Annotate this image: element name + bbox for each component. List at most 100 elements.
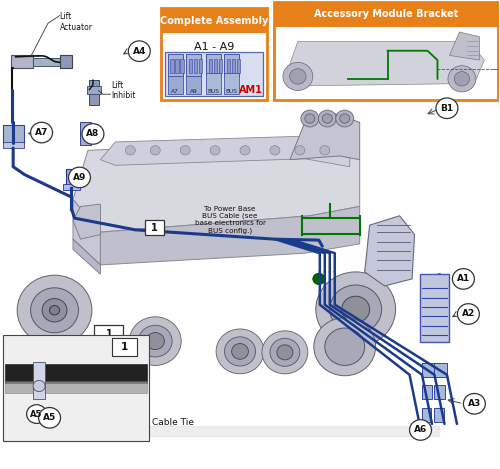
Polygon shape bbox=[364, 216, 414, 286]
Text: A7: A7 bbox=[35, 128, 48, 137]
Circle shape bbox=[336, 110, 353, 127]
Bar bbox=[422, 363, 434, 377]
Bar bbox=[224, 54, 239, 76]
Circle shape bbox=[318, 110, 336, 127]
Bar bbox=[5, 381, 147, 393]
Circle shape bbox=[464, 393, 485, 414]
Text: A1: A1 bbox=[457, 274, 470, 283]
Circle shape bbox=[38, 408, 60, 428]
Circle shape bbox=[452, 269, 474, 289]
Bar bbox=[218, 60, 222, 73]
Circle shape bbox=[126, 146, 136, 155]
Circle shape bbox=[82, 124, 104, 144]
Circle shape bbox=[316, 272, 396, 347]
Polygon shape bbox=[73, 204, 101, 239]
Bar bbox=[434, 408, 444, 423]
Bar bbox=[206, 54, 221, 76]
Circle shape bbox=[325, 328, 364, 365]
Bar bbox=[94, 325, 124, 343]
Bar bbox=[434, 363, 447, 377]
Circle shape bbox=[224, 337, 256, 366]
Circle shape bbox=[322, 114, 332, 123]
Circle shape bbox=[240, 146, 250, 155]
Circle shape bbox=[320, 146, 330, 155]
Bar bbox=[186, 76, 201, 94]
Text: Lift
Actuator: Lift Actuator bbox=[60, 12, 92, 32]
Circle shape bbox=[232, 344, 248, 359]
Circle shape bbox=[277, 345, 293, 360]
Bar bbox=[165, 52, 263, 96]
Circle shape bbox=[436, 98, 458, 119]
Bar bbox=[236, 60, 240, 73]
Text: A8: A8 bbox=[86, 129, 100, 138]
Bar bbox=[232, 60, 235, 73]
Circle shape bbox=[42, 299, 67, 322]
Text: Lift
Inhibit: Lift Inhibit bbox=[112, 81, 136, 100]
Bar bbox=[175, 60, 178, 73]
Text: A7: A7 bbox=[172, 89, 179, 94]
Circle shape bbox=[290, 69, 306, 84]
Circle shape bbox=[30, 288, 78, 333]
Bar bbox=[170, 60, 173, 73]
Text: To Power Base
BUS Cable (see
base electronics for
BUS config.): To Power Base BUS Cable (see base electr… bbox=[194, 205, 266, 234]
Polygon shape bbox=[100, 206, 360, 265]
Circle shape bbox=[342, 296, 369, 322]
Bar bbox=[5, 363, 147, 383]
Bar bbox=[63, 184, 80, 189]
Bar bbox=[422, 385, 432, 399]
Circle shape bbox=[330, 285, 382, 333]
Circle shape bbox=[295, 146, 305, 155]
Circle shape bbox=[410, 420, 432, 440]
Bar bbox=[60, 55, 72, 68]
Circle shape bbox=[448, 66, 476, 92]
Text: A6: A6 bbox=[414, 425, 427, 434]
Bar bbox=[80, 122, 92, 145]
Circle shape bbox=[270, 146, 280, 155]
Polygon shape bbox=[288, 41, 484, 86]
Bar bbox=[2, 335, 150, 441]
Bar bbox=[274, 1, 498, 100]
Text: A2: A2 bbox=[462, 310, 475, 318]
Bar bbox=[33, 58, 60, 66]
Text: 1: 1 bbox=[152, 223, 158, 233]
Circle shape bbox=[305, 114, 315, 123]
Text: B1: B1 bbox=[440, 104, 454, 113]
Text: AM1: AM1 bbox=[239, 85, 263, 95]
Circle shape bbox=[17, 275, 92, 345]
Circle shape bbox=[313, 273, 325, 285]
Bar bbox=[146, 220, 164, 235]
Text: A9: A9 bbox=[73, 173, 86, 182]
Bar bbox=[198, 60, 202, 73]
Polygon shape bbox=[100, 136, 350, 166]
Circle shape bbox=[301, 110, 319, 127]
Text: Accessory Module Bracket: Accessory Module Bracket bbox=[314, 9, 458, 20]
Bar bbox=[3, 125, 24, 144]
Circle shape bbox=[458, 304, 479, 324]
Bar bbox=[161, 8, 267, 100]
Circle shape bbox=[270, 338, 300, 366]
Circle shape bbox=[68, 167, 90, 188]
Text: BUS: BUS bbox=[208, 89, 220, 94]
Polygon shape bbox=[73, 239, 101, 274]
Text: A9: A9 bbox=[190, 89, 198, 94]
Circle shape bbox=[138, 325, 172, 357]
Bar bbox=[206, 73, 221, 94]
Bar bbox=[10, 55, 33, 68]
Circle shape bbox=[146, 333, 165, 349]
Text: A4: A4 bbox=[132, 47, 146, 56]
Circle shape bbox=[128, 41, 150, 61]
Bar bbox=[3, 143, 24, 148]
Circle shape bbox=[210, 146, 220, 155]
Bar bbox=[32, 362, 45, 399]
Circle shape bbox=[130, 317, 181, 365]
Circle shape bbox=[314, 318, 376, 376]
Text: 1: 1 bbox=[106, 329, 112, 339]
Bar bbox=[214, 60, 217, 73]
Circle shape bbox=[454, 72, 469, 86]
Circle shape bbox=[283, 62, 313, 91]
Bar bbox=[90, 80, 100, 105]
Bar bbox=[161, 8, 267, 33]
Text: A1 - A9: A1 - A9 bbox=[194, 43, 234, 53]
Bar bbox=[208, 60, 212, 73]
Bar bbox=[168, 54, 182, 76]
